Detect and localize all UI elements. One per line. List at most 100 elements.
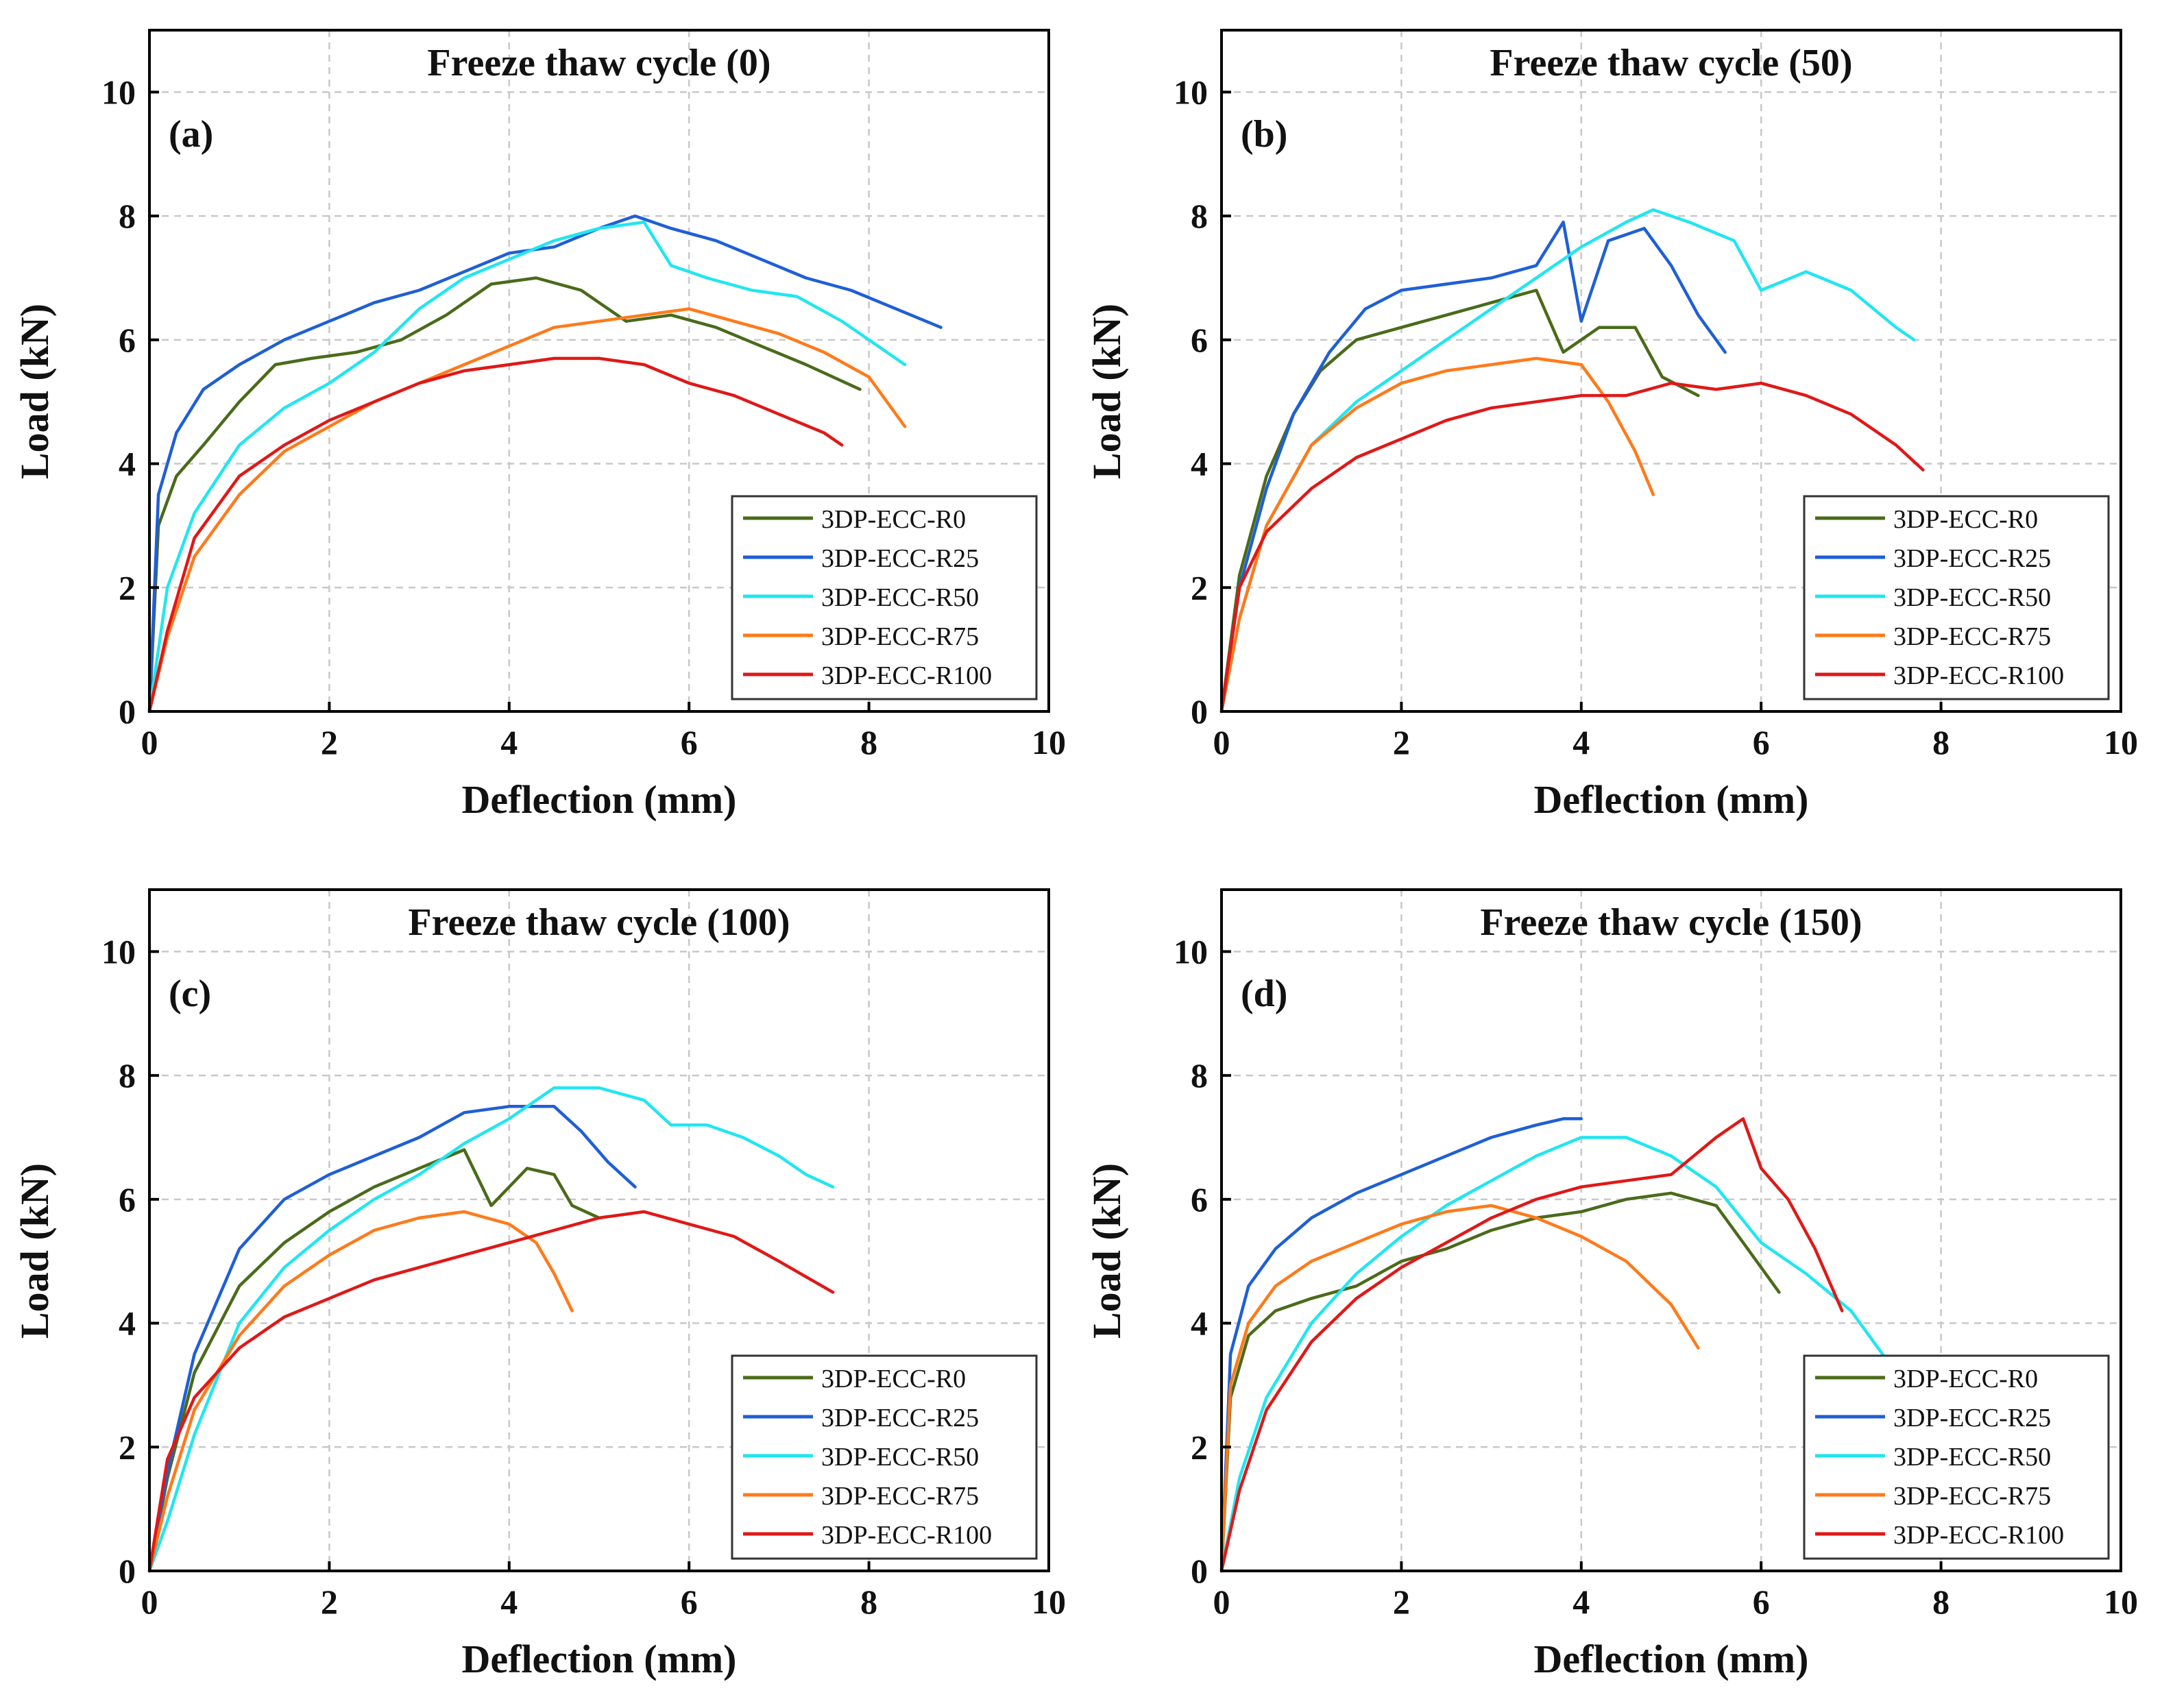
chart-panel-2: 0 2 4 6 8 10 0 2 4 6 8 10 Freeze thaw cycle (50) (b) D… <box>1084 29 2138 822</box>
legend-label: 3DP-ECC-R0 <box>821 505 966 534</box>
x-axis-label: Deflection (mm) <box>1534 1637 1809 1681</box>
x-axis-label: Deflection (mm) <box>462 777 737 822</box>
series-line-3dp-ecc-r25 <box>1219 1117 1583 1573</box>
chart-title: Freeze thaw cycle (0) <box>427 42 770 84</box>
x-tick-label: 2 <box>1393 1583 1410 1621</box>
x-tick-label: 0 <box>141 1583 158 1621</box>
chart-title: Freeze thaw cycle (150) <box>1480 901 1862 944</box>
legend-label: 3DP-ECC-R50 <box>1893 1443 2051 1472</box>
y-tick-label: 10 <box>101 932 136 971</box>
x-tick-label: 2 <box>321 723 338 761</box>
x-tick-label: 10 <box>2104 1583 2138 1621</box>
y-tick-label: 0 <box>119 692 136 731</box>
panel-label: (d) <box>1241 973 1287 1015</box>
x-tick-label: 4 <box>500 1583 518 1621</box>
y-tick-label: 8 <box>1191 1056 1208 1095</box>
x-tick-label: 8 <box>1932 723 1950 761</box>
panel-label: (b) <box>1241 113 1287 156</box>
y-tick-label: 4 <box>1191 445 1208 483</box>
legend-label: 3DP-ECC-R100 <box>821 1521 992 1550</box>
legend-label: 3DP-ECC-R75 <box>821 622 979 651</box>
legend: 3DP-ECC-R0 3DP-ECC-R25 3DP-ECC-R50 3DP-ECC-… <box>731 1354 1038 1560</box>
legend-label: 3DP-ECC-R25 <box>1893 544 2051 573</box>
series-line-3dp-ecc-r100 <box>147 356 844 713</box>
x-tick-label: 0 <box>1213 723 1230 761</box>
x-tick-label: 10 <box>2104 723 2138 761</box>
legend-label: 3DP-ECC-R75 <box>821 1482 979 1511</box>
y-tick-label: 4 <box>119 1304 136 1343</box>
series-line-3dp-ecc-r50 <box>147 1086 835 1573</box>
y-tick-label: 10 <box>1174 932 1208 971</box>
y-axis-label: Load (kN) <box>12 1163 57 1339</box>
chart-panel-3: 0 2 4 6 8 10 0 2 4 6 8 10 Freeze thaw cycle (100) (c)… <box>12 888 1066 1681</box>
y-tick-label: 6 <box>119 321 136 359</box>
panel-label: (a) <box>169 113 213 156</box>
y-tick-label: 0 <box>1191 692 1208 731</box>
series-line-3dp-ecc-r50 <box>1219 1136 1889 1573</box>
series-line-3dp-ecc-r0 <box>147 276 862 713</box>
x-axis-label: Deflection (mm) <box>462 1637 737 1681</box>
y-tick-label: 8 <box>119 197 136 235</box>
y-tick-label: 2 <box>1191 1428 1208 1466</box>
series-line-3dp-ecc-r75 <box>1219 356 1655 713</box>
y-tick-label: 6 <box>1191 1180 1208 1219</box>
y-axis-label: Load (kN) <box>1084 1163 1129 1339</box>
y-tick-label: 2 <box>119 568 136 607</box>
x-tick-label: 4 <box>500 723 518 761</box>
y-tick-label: 10 <box>101 73 136 111</box>
x-tick-label: 0 <box>141 723 158 761</box>
plot-frame <box>148 29 1050 713</box>
legend-label: 3DP-ECC-R50 <box>821 583 979 612</box>
y-tick-label: 0 <box>1191 1552 1208 1590</box>
series-line-3dp-ecc-r0 <box>1219 289 1700 713</box>
y-tick-label: 4 <box>1191 1304 1208 1343</box>
legend-label: 3DP-ECC-R25 <box>1893 1404 2051 1432</box>
series-line-3dp-ecc-r100 <box>1219 1117 1844 1573</box>
y-tick-label: 10 <box>1174 73 1208 111</box>
series-line-3dp-ecc-r100 <box>147 1210 835 1573</box>
series-line-3dp-ecc-r25 <box>1219 220 1727 713</box>
x-tick-label: 6 <box>681 1583 698 1621</box>
y-tick-label: 8 <box>119 1056 136 1095</box>
x-tick-label: 6 <box>1753 1583 1770 1621</box>
x-tick-label: 0 <box>1213 1583 1230 1621</box>
legend-label: 3DP-ECC-R25 <box>821 544 979 573</box>
y-axis-label: Load (kN) <box>1084 304 1129 479</box>
y-axis-label: Load (kN) <box>12 304 57 479</box>
legend-label: 3DP-ECC-R100 <box>1893 661 2064 690</box>
legend: 3DP-ECC-R0 3DP-ECC-R25 3DP-ECC-R50 3DP-ECC-… <box>731 495 1038 700</box>
legend-label: 3DP-ECC-R75 <box>1893 1482 2051 1511</box>
x-tick-label: 8 <box>860 723 877 761</box>
legend-label: 3DP-ECC-R0 <box>1893 1365 2038 1393</box>
x-tick-label: 8 <box>860 1583 877 1621</box>
x-axis-label: Deflection (mm) <box>1534 777 1809 822</box>
legend: 3DP-ECC-R0 3DP-ECC-R25 3DP-ECC-R50 3DP-ECC-… <box>1803 495 2110 700</box>
x-tick-label: 2 <box>321 1583 338 1621</box>
x-tick-label: 6 <box>1753 723 1770 761</box>
legend-label: 3DP-ECC-R50 <box>821 1443 979 1472</box>
series-line-3dp-ecc-r25 <box>147 214 943 713</box>
plot-frame <box>1220 888 2122 1572</box>
x-tick-label: 4 <box>1572 1583 1590 1621</box>
x-tick-label: 4 <box>1572 723 1590 761</box>
x-tick-label: 10 <box>1032 723 1066 761</box>
series-line-3dp-ecc-r75 <box>1219 1204 1700 1573</box>
plot-frame <box>148 888 1050 1572</box>
x-tick-label: 2 <box>1393 723 1410 761</box>
y-tick-label: 8 <box>1191 197 1208 235</box>
series-line-3dp-ecc-r25 <box>147 1105 637 1573</box>
y-tick-label: 0 <box>119 1552 136 1590</box>
series-line-3dp-ecc-r50 <box>147 220 907 713</box>
legend-label: 3DP-ECC-R0 <box>821 1365 966 1393</box>
series-line-3dp-ecc-r0 <box>1219 1191 1781 1573</box>
chart-panel-1: 0 2 4 6 8 10 0 2 4 6 8 10 Freeze thaw cycle (0) (a) De… <box>12 29 1066 822</box>
x-tick-label: 10 <box>1032 1583 1066 1621</box>
series-line-3dp-ecc-r100 <box>1219 381 1925 713</box>
chart-panel-4: 0 2 4 6 8 10 0 2 4 6 8 10 Freeze thaw cycle (150) (d)… <box>1084 888 2138 1681</box>
y-tick-label: 6 <box>1191 321 1208 359</box>
legend-label: 3DP-ECC-R75 <box>1893 622 2051 651</box>
legend-label: 3DP-ECC-R100 <box>1893 1521 2064 1550</box>
y-tick-label: 2 <box>119 1428 136 1466</box>
y-tick-label: 2 <box>1191 568 1208 607</box>
